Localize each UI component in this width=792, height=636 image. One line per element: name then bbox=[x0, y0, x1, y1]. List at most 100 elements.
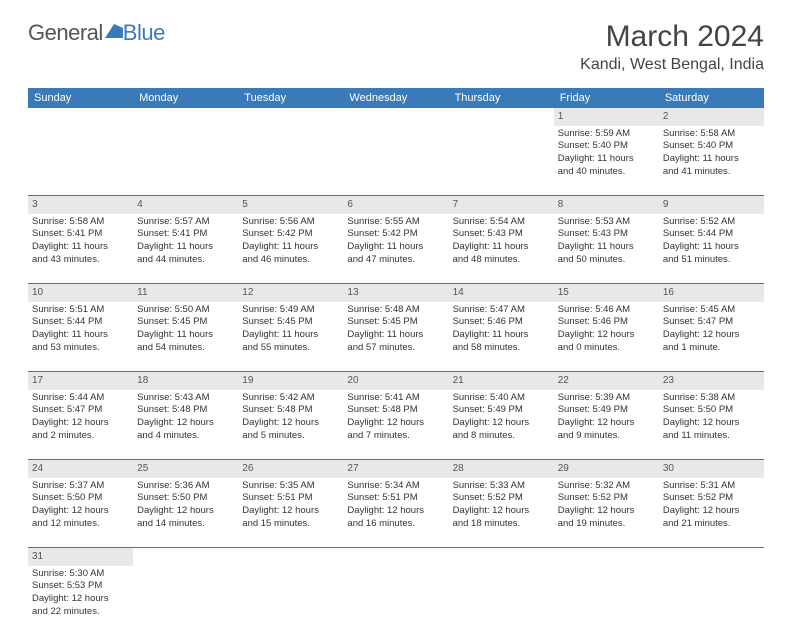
daylight-text-2: and 14 minutes. bbox=[137, 518, 234, 531]
sunset-text: Sunset: 5:41 PM bbox=[32, 228, 129, 241]
day-number-cell: 24 bbox=[28, 460, 133, 478]
day-number-row: 3456789 bbox=[28, 196, 764, 214]
daylight-text-2: and 58 minutes. bbox=[453, 342, 550, 355]
daylight-text-2: and 41 minutes. bbox=[663, 166, 760, 179]
daylight-text-1: Daylight: 11 hours bbox=[663, 241, 760, 254]
day-detail-cell: Sunrise: 5:50 AMSunset: 5:45 PMDaylight:… bbox=[133, 302, 238, 372]
sunset-text: Sunset: 5:43 PM bbox=[453, 228, 550, 241]
day-detail-cell bbox=[238, 126, 343, 196]
day-detail-cell bbox=[238, 566, 343, 636]
day-detail-cell: Sunrise: 5:58 AMSunset: 5:40 PMDaylight:… bbox=[659, 126, 764, 196]
sunset-text: Sunset: 5:46 PM bbox=[558, 316, 655, 329]
daylight-text-1: Daylight: 12 hours bbox=[347, 505, 444, 518]
day-number-cell bbox=[343, 548, 448, 566]
day-detail-cell bbox=[343, 126, 448, 196]
daylight-text-1: Daylight: 12 hours bbox=[347, 417, 444, 430]
day-detail-cell: Sunrise: 5:53 AMSunset: 5:43 PMDaylight:… bbox=[554, 214, 659, 284]
sunrise-text: Sunrise: 5:54 AM bbox=[453, 216, 550, 229]
day-number-cell: 18 bbox=[133, 372, 238, 390]
day-number-cell: 16 bbox=[659, 284, 764, 302]
day-detail-cell: Sunrise: 5:49 AMSunset: 5:45 PMDaylight:… bbox=[238, 302, 343, 372]
sunrise-text: Sunrise: 5:33 AM bbox=[453, 480, 550, 493]
day-number-cell: 26 bbox=[238, 460, 343, 478]
day-detail-cell: Sunrise: 5:54 AMSunset: 5:43 PMDaylight:… bbox=[449, 214, 554, 284]
day-number-cell: 21 bbox=[449, 372, 554, 390]
sunset-text: Sunset: 5:52 PM bbox=[558, 492, 655, 505]
sunset-text: Sunset: 5:47 PM bbox=[663, 316, 760, 329]
day-detail-cell: Sunrise: 5:35 AMSunset: 5:51 PMDaylight:… bbox=[238, 478, 343, 548]
sunset-text: Sunset: 5:47 PM bbox=[32, 404, 129, 417]
daylight-text-1: Daylight: 12 hours bbox=[663, 417, 760, 430]
day-detail-cell: Sunrise: 5:52 AMSunset: 5:44 PMDaylight:… bbox=[659, 214, 764, 284]
day-number-row: 12 bbox=[28, 108, 764, 126]
day-detail-row: Sunrise: 5:51 AMSunset: 5:44 PMDaylight:… bbox=[28, 302, 764, 372]
daylight-text-1: Daylight: 12 hours bbox=[558, 329, 655, 342]
day-detail-cell: Sunrise: 5:46 AMSunset: 5:46 PMDaylight:… bbox=[554, 302, 659, 372]
day-number-cell bbox=[449, 108, 554, 126]
day-detail-cell bbox=[28, 126, 133, 196]
daylight-text-2: and 53 minutes. bbox=[32, 342, 129, 355]
daylight-text-2: and 55 minutes. bbox=[242, 342, 339, 355]
daylight-text-2: and 12 minutes. bbox=[32, 518, 129, 531]
weekday-header: Friday bbox=[554, 88, 659, 108]
sunrise-text: Sunrise: 5:46 AM bbox=[558, 304, 655, 317]
day-number-cell: 2 bbox=[659, 108, 764, 126]
daylight-text-2: and 46 minutes. bbox=[242, 254, 339, 267]
sunset-text: Sunset: 5:52 PM bbox=[663, 492, 760, 505]
daylight-text-2: and 5 minutes. bbox=[242, 430, 339, 443]
day-number-cell bbox=[133, 548, 238, 566]
day-detail-cell bbox=[133, 566, 238, 636]
daylight-text-1: Daylight: 12 hours bbox=[32, 417, 129, 430]
daylight-text-2: and 0 minutes. bbox=[558, 342, 655, 355]
day-detail-cell: Sunrise: 5:33 AMSunset: 5:52 PMDaylight:… bbox=[449, 478, 554, 548]
day-number-cell: 8 bbox=[554, 196, 659, 214]
day-number-cell: 19 bbox=[238, 372, 343, 390]
daylight-text-1: Daylight: 12 hours bbox=[558, 505, 655, 518]
day-number-cell: 11 bbox=[133, 284, 238, 302]
daylight-text-2: and 54 minutes. bbox=[137, 342, 234, 355]
sunset-text: Sunset: 5:50 PM bbox=[32, 492, 129, 505]
daylight-text-2: and 18 minutes. bbox=[453, 518, 550, 531]
sunrise-text: Sunrise: 5:37 AM bbox=[32, 480, 129, 493]
weekday-header: Monday bbox=[133, 88, 238, 108]
sunset-text: Sunset: 5:48 PM bbox=[347, 404, 444, 417]
day-number-row: 31 bbox=[28, 548, 764, 566]
day-detail-cell bbox=[449, 566, 554, 636]
logo-text-2: Blue bbox=[123, 20, 165, 46]
day-detail-cell: Sunrise: 5:51 AMSunset: 5:44 PMDaylight:… bbox=[28, 302, 133, 372]
day-detail-cell bbox=[659, 566, 764, 636]
sunset-text: Sunset: 5:41 PM bbox=[137, 228, 234, 241]
sunset-text: Sunset: 5:52 PM bbox=[453, 492, 550, 505]
page-header: General Blue March 2024 Kandi, West Beng… bbox=[28, 20, 764, 74]
daylight-text-1: Daylight: 12 hours bbox=[137, 417, 234, 430]
sunrise-text: Sunrise: 5:34 AM bbox=[347, 480, 444, 493]
day-number-cell: 12 bbox=[238, 284, 343, 302]
daylight-text-2: and 51 minutes. bbox=[663, 254, 760, 267]
day-detail-cell: Sunrise: 5:39 AMSunset: 5:49 PMDaylight:… bbox=[554, 390, 659, 460]
sunset-text: Sunset: 5:51 PM bbox=[242, 492, 339, 505]
day-number-cell: 30 bbox=[659, 460, 764, 478]
daylight-text-1: Daylight: 11 hours bbox=[453, 241, 550, 254]
day-number-row: 17181920212223 bbox=[28, 372, 764, 390]
sunrise-text: Sunrise: 5:58 AM bbox=[32, 216, 129, 229]
day-number-cell bbox=[343, 108, 448, 126]
sunrise-text: Sunrise: 5:53 AM bbox=[558, 216, 655, 229]
day-detail-cell: Sunrise: 5:41 AMSunset: 5:48 PMDaylight:… bbox=[343, 390, 448, 460]
daylight-text-1: Daylight: 11 hours bbox=[453, 329, 550, 342]
day-number-cell: 14 bbox=[449, 284, 554, 302]
day-detail-cell bbox=[133, 126, 238, 196]
sunset-text: Sunset: 5:42 PM bbox=[347, 228, 444, 241]
daylight-text-1: Daylight: 11 hours bbox=[242, 241, 339, 254]
day-detail-row: Sunrise: 5:58 AMSunset: 5:41 PMDaylight:… bbox=[28, 214, 764, 284]
day-number-cell: 6 bbox=[343, 196, 448, 214]
day-detail-cell: Sunrise: 5:32 AMSunset: 5:52 PMDaylight:… bbox=[554, 478, 659, 548]
sunrise-text: Sunrise: 5:45 AM bbox=[663, 304, 760, 317]
day-detail-row: Sunrise: 5:59 AMSunset: 5:40 PMDaylight:… bbox=[28, 126, 764, 196]
sunrise-text: Sunrise: 5:43 AM bbox=[137, 392, 234, 405]
day-detail-cell: Sunrise: 5:56 AMSunset: 5:42 PMDaylight:… bbox=[238, 214, 343, 284]
sunrise-text: Sunrise: 5:31 AM bbox=[663, 480, 760, 493]
sunrise-text: Sunrise: 5:35 AM bbox=[242, 480, 339, 493]
day-number-cell: 20 bbox=[343, 372, 448, 390]
sunrise-text: Sunrise: 5:39 AM bbox=[558, 392, 655, 405]
calendar-table: Sunday Monday Tuesday Wednesday Thursday… bbox=[28, 88, 764, 636]
